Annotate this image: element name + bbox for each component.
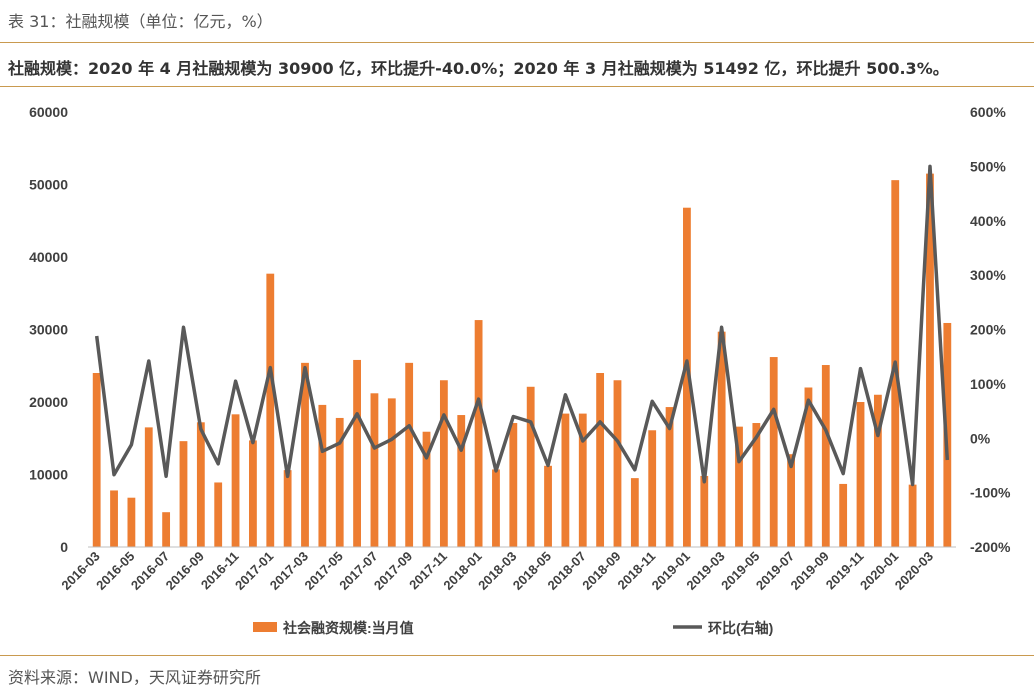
y-left-tick-label: 60000: [29, 104, 68, 120]
bar-2018-11: [648, 430, 657, 547]
bar-2016-07: [162, 512, 171, 547]
bar-2018-03: [509, 423, 518, 547]
bar-2018-06: [561, 413, 570, 547]
x-tick-label: 2017-09: [371, 549, 415, 593]
y-left-tick-label: 10000: [29, 467, 68, 483]
bar-2017-03: [301, 362, 309, 547]
bar-2017-02: [283, 470, 292, 547]
y-right-tick-label: 500%: [970, 158, 1006, 174]
bar-2019-08: [804, 387, 813, 547]
bar-2019-07: [787, 454, 795, 547]
bar-2017-08: [387, 398, 396, 547]
x-axis-ticks: 2016-032016-052016-072016-092016-112017-…: [58, 549, 936, 593]
bar-2017-07: [370, 393, 379, 547]
x-tick-label: 2019-09: [788, 549, 832, 593]
table-caption: 表 31：社融规模（单位：亿元，%）: [8, 12, 273, 31]
y-left-tick-label: 30000: [29, 322, 68, 338]
bar-2016-05: [127, 497, 136, 547]
y-right-tick-label: 200%: [970, 322, 1006, 338]
bar-2019-06: [769, 357, 778, 547]
bar-series: [92, 173, 952, 547]
bar-2016-10: [214, 482, 223, 547]
bar-2020-02: [908, 484, 917, 547]
bar-2020-03: [926, 173, 934, 547]
bar-2019-09: [821, 365, 830, 547]
bar-2018-02: [492, 469, 500, 547]
bar-2018-09: [613, 380, 622, 547]
bar-2017-01: [266, 273, 275, 547]
y-right-tick-label: 100%: [970, 376, 1006, 392]
bar-2016-12: [249, 440, 257, 547]
y-right-tick-label: 600%: [970, 104, 1006, 120]
y-right-tick-label: -100%: [970, 485, 1011, 501]
y-left-tick-label: 0: [60, 539, 68, 555]
y-left-tick-label: 40000: [29, 249, 68, 265]
bar-2017-10: [422, 431, 431, 547]
bar-2019-05: [752, 423, 761, 547]
x-tick-label: 2018-09: [579, 549, 623, 593]
caption-rule: [0, 42, 1034, 43]
y-right-tick-label: 300%: [970, 267, 1006, 283]
source-note: 资料来源：WIND，天风证券研究所: [8, 668, 261, 687]
legend-bar-swatch: [253, 622, 277, 632]
source-rule: [0, 655, 1034, 656]
bar-2016-09: [196, 422, 205, 547]
legend-line-label: 环比(右轴): [708, 620, 773, 636]
y-left-tick-label: 20000: [29, 394, 68, 410]
bar-2017-12: [457, 415, 466, 547]
bar-2017-05: [335, 417, 344, 547]
bar-2018-07: [578, 413, 587, 547]
bar-2019-03: [717, 331, 726, 547]
bar-2017-04: [318, 404, 327, 547]
bar-2016-06: [144, 427, 153, 547]
bar-2018-05: [544, 465, 552, 547]
y-axis-right: -200% -100% 0% 100% 200% 300% 400% 500% 600%: [970, 104, 1011, 555]
bar-2019-10: [839, 483, 848, 547]
bar-2017-06: [353, 359, 361, 547]
bar-2018-04: [526, 386, 535, 547]
bar-2017-09: [405, 362, 414, 547]
chart: 0 10000 20000 30000 40000 50000 60000 -200% -10…: [29, 104, 1011, 636]
bar-2019-02: [700, 475, 709, 547]
bar-2018-10: [630, 478, 639, 547]
summary-text: 社融规模：2020 年 4 月社融规模为 30900 亿，环比提升-40.0%；…: [8, 59, 949, 78]
bar-2016-04: [110, 490, 118, 547]
line-series: [94, 164, 950, 487]
bar-2018-08: [596, 373, 605, 547]
line-path: [94, 164, 950, 487]
bar-2016-08: [179, 441, 188, 547]
bar-2019-01: [683, 207, 691, 547]
bar-2018-01: [474, 320, 483, 547]
legend: 社会融资规模:当月值 环比(右轴): [253, 620, 773, 636]
y-right-tick-label: -200%: [970, 539, 1011, 555]
x-tick-label: 2020-03: [892, 549, 936, 593]
bar-2019-11: [856, 402, 865, 547]
x-tick-label: 2016-09: [163, 549, 207, 593]
bar-2016-11: [231, 414, 240, 547]
y-axis-left: 0 10000 20000 30000 40000 50000 60000: [29, 104, 68, 555]
bar-2019-12: [873, 394, 882, 547]
bar-2016-03: [92, 373, 101, 547]
y-right-tick-label: 400%: [970, 213, 1006, 229]
bar-2017-11: [439, 380, 448, 547]
y-left-tick-label: 50000: [29, 177, 68, 193]
bar-2019-04: [735, 426, 743, 547]
legend-bar-label: 社会融资规模:当月值: [282, 620, 414, 636]
y-right-tick-label: 0%: [970, 430, 991, 446]
bar-2018-12: [665, 407, 674, 547]
summary-rule: [0, 86, 1034, 87]
